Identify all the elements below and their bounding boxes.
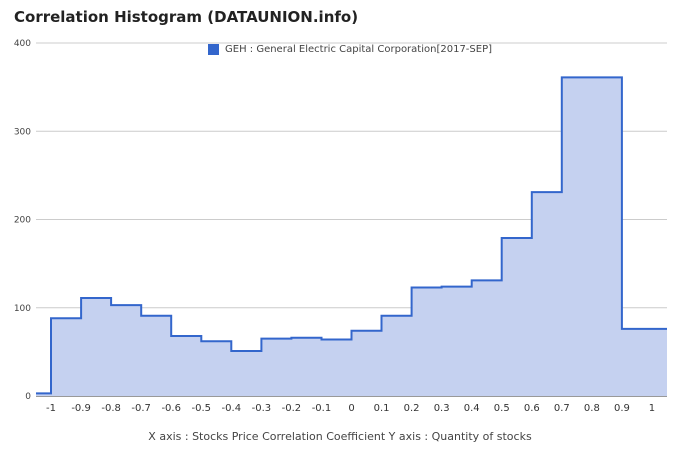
x-tick-label: 0.4	[464, 403, 480, 414]
series-line[interactable]	[36, 76, 667, 395]
x-tick-label: -1	[46, 403, 56, 414]
legend-swatch	[208, 44, 219, 55]
x-tick-label: 0.9	[614, 403, 630, 414]
y-tick-label: 400	[14, 39, 31, 49]
x-tick-label: 0.3	[434, 403, 450, 414]
legend[interactable]: GEH : General Electric Capital Corporati…	[208, 44, 492, 55]
x-tick-label: 0.2	[404, 403, 420, 414]
x-tick-label: -0.9	[71, 403, 91, 414]
x-tick-label: 0.6	[524, 403, 540, 414]
x-tick-label: 0.7	[554, 403, 570, 414]
axis-caption: X axis : Stocks Price Correlation Coeffi…	[148, 430, 532, 443]
y-tick-label: 300	[14, 127, 31, 137]
x-tick-label: -0.2	[282, 403, 302, 414]
x-tick-label: -0.5	[192, 403, 212, 414]
x-tick-label: -0.1	[312, 403, 332, 414]
y-tick-label: 100	[14, 304, 31, 314]
y-tick-label: 0	[25, 392, 31, 402]
legend-label: GEH : General Electric Capital Corporati…	[225, 44, 493, 55]
x-tick-label: 0	[348, 403, 354, 414]
x-tick-label: 0.5	[494, 403, 510, 414]
series-area-fill	[36, 77, 667, 397]
x-tick-label: 0.8	[584, 403, 600, 414]
x-tick-label: -0.8	[101, 403, 121, 414]
x-tick-label: -0.6	[161, 403, 181, 414]
chart-title: Correlation Histogram (DATAUNION.info)	[14, 8, 359, 26]
y-tick-label: 200	[14, 216, 31, 226]
x-tick-label: -0.7	[131, 403, 151, 414]
x-tick-label: -0.3	[252, 403, 272, 414]
histogram-area	[36, 76, 667, 397]
x-tick-label: -0.4	[222, 403, 242, 414]
x-tick-label: 0.1	[374, 403, 390, 414]
x-tick-label: 1	[649, 403, 655, 414]
